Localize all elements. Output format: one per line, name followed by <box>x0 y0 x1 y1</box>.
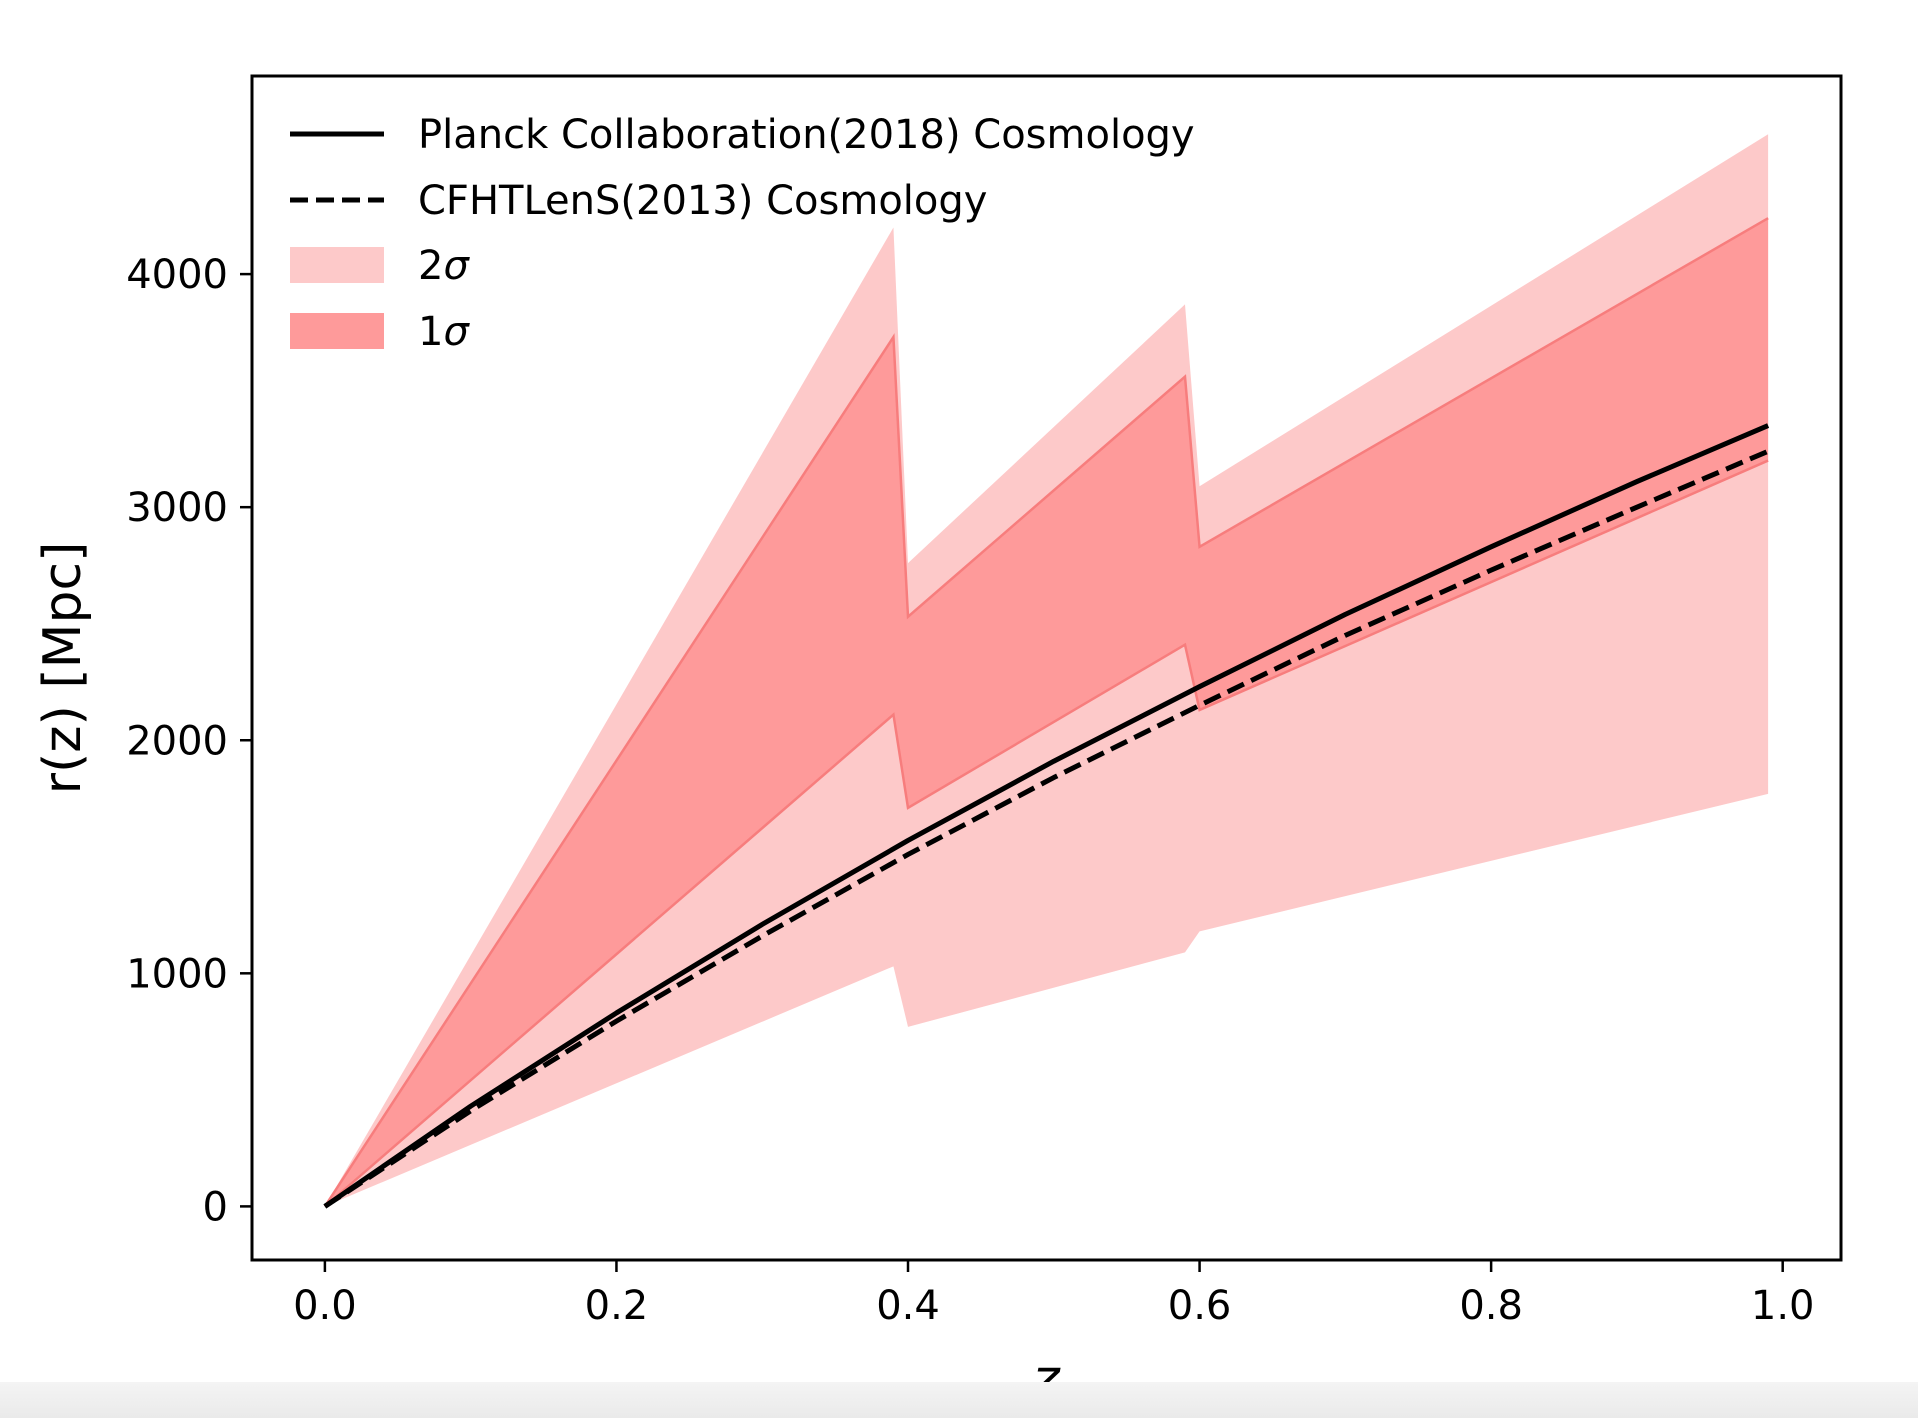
bands-layer <box>323 134 1769 1208</box>
legend: Planck Collaboration(2018) Cosmology CFH… <box>290 112 1195 355</box>
y-tick-label: 2000 <box>126 718 228 764</box>
window-bottom-strip <box>0 1382 1918 1418</box>
x-tick-label: 0.0 <box>293 1283 357 1329</box>
y-axis-label: r(z) [Mpc] <box>33 542 93 795</box>
legend-label-planck: Planck Collaboration(2018) Cosmology <box>418 112 1195 158</box>
y-tick-label: 4000 <box>126 252 228 298</box>
band-1sigma <box>324 218 1769 1207</box>
x-tick-label: 0.4 <box>876 1283 940 1329</box>
band-1sigma-upper-edge <box>323 217 1769 1208</box>
legend-swatch-1sigma <box>290 313 384 349</box>
legend-label-2sigma: 2σ <box>418 243 470 289</box>
x-tick-label: 1.0 <box>1751 1283 1815 1329</box>
series-line-cfhtlens <box>323 448 1770 1209</box>
ticks-layer: 0.0 0.2 0.4 0.6 0.8 1.0 0 1000 2000 3000 4000 <box>126 252 1814 1329</box>
x-tick-label: 0.2 <box>585 1283 649 1329</box>
plot-frame <box>250 74 1843 1262</box>
lines-layer <box>323 423 1770 1209</box>
series-line-planck <box>323 423 1770 1209</box>
x-tick-label: 0.8 <box>1459 1283 1523 1329</box>
y-tick-label: 0 <box>203 1184 228 1230</box>
y-tick-label: 1000 <box>126 951 228 997</box>
legend-swatch-2sigma <box>290 247 384 283</box>
band-1sigma-lower-edge <box>324 459 1769 1208</box>
legend-label-1sigma: 1σ <box>418 309 470 355</box>
x-tick-label: 0.6 <box>1168 1283 1232 1329</box>
legend-label-cfhtlens: CFHTLenS(2013) Cosmology <box>418 178 987 224</box>
y-tick-label: 3000 <box>126 485 228 531</box>
